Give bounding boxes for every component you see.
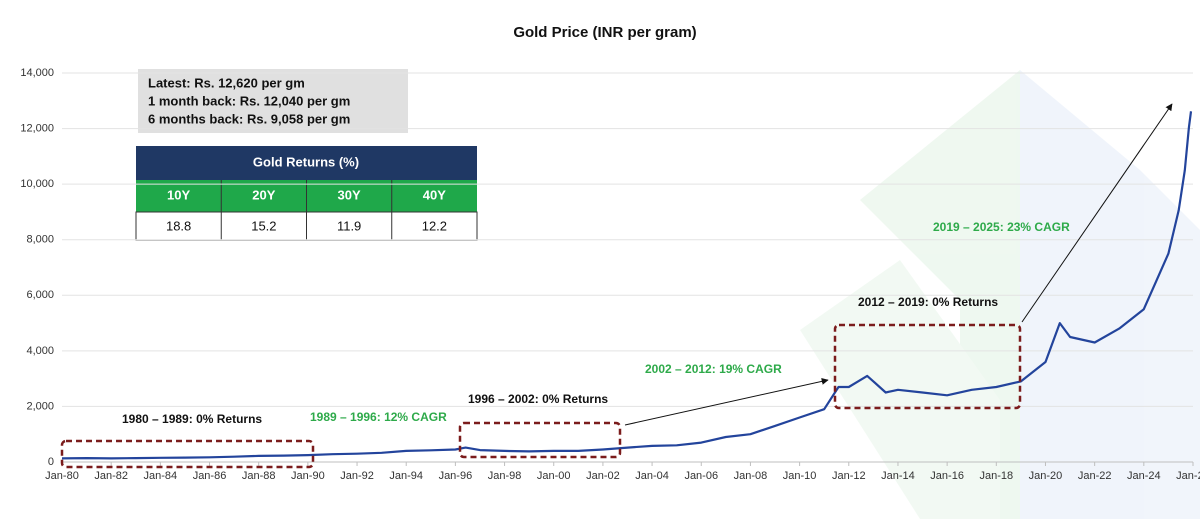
period-box [60, 439, 315, 469]
arrow [624, 377, 829, 426]
y-tick-label: 10,000 [20, 178, 54, 190]
x-tick-label: Jan-94 [389, 470, 423, 482]
info-line: 1 month back: Rs. 12,040 per gm [148, 93, 350, 108]
x-tick-label: Jan-92 [340, 470, 374, 482]
info-line: 6 months back: Rs. 9,058 per gm [148, 111, 350, 126]
x-tick-label: Jan-18 [979, 470, 1013, 482]
table-title: Gold Returns (%) [253, 154, 359, 169]
table-value: 15.2 [251, 218, 276, 233]
x-tick-label: Jan-22 [1078, 470, 1112, 482]
annotation: 1980 – 1989: 0% Returns [122, 412, 262, 426]
table-header: 30Y [338, 187, 361, 202]
annotation: 2012 – 2019: 0% Returns [858, 295, 998, 309]
x-tick-label: Jan-96 [439, 470, 473, 482]
annotation: 1996 – 2002: 0% Returns [468, 392, 608, 406]
x-tick-label: Jan-88 [242, 470, 276, 482]
price-line [61, 111, 1193, 460]
x-tick-label: Jan-00 [537, 470, 571, 482]
x-tick-label: Jan-26 [1176, 470, 1200, 482]
x-tick-label: Jan-98 [488, 470, 522, 482]
table-header: 10Y [167, 187, 190, 202]
x-tick-label: Jan-20 [1029, 470, 1063, 482]
x-tick-label: Jan-14 [881, 470, 915, 482]
x-tick-label: Jan-84 [144, 470, 178, 482]
period-box [458, 421, 622, 459]
table-title-row [136, 146, 477, 180]
x-tick-label: Jan-10 [783, 470, 817, 482]
y-tick-label: 8,000 [26, 234, 54, 246]
table-value: 12.2 [422, 218, 447, 233]
x-tick-label: Jan-86 [193, 470, 227, 482]
info-line: Latest: Rs. 12,620 per gm [148, 75, 305, 90]
x-tick-label: Jan-90 [291, 470, 325, 482]
x-tick-label: Jan-04 [635, 470, 669, 482]
x-tick-label: Jan-06 [684, 470, 718, 482]
x-tick-label: Jan-16 [930, 470, 964, 482]
table-header: 20Y [252, 187, 275, 202]
info-box [138, 69, 408, 133]
y-tick-label: 0 [48, 456, 54, 468]
table-value: 11.9 [337, 218, 361, 233]
y-tick-label: 14,000 [20, 67, 54, 79]
table-header: 40Y [423, 187, 446, 202]
period-box [833, 323, 1022, 410]
annotation: 2019 – 2025: 23% CAGR [933, 220, 1070, 234]
x-tick-label: Jan-24 [1127, 470, 1161, 482]
x-tick-label: Jan-82 [94, 470, 128, 482]
x-tick-label: Jan-02 [586, 470, 620, 482]
annotation: 2002 – 2012: 19% CAGR [645, 362, 782, 376]
chart-title: Gold Price (INR per gram) [513, 24, 696, 41]
arrow [1021, 103, 1173, 323]
y-tick-label: 2,000 [26, 400, 54, 412]
x-tick-label: Jan-12 [832, 470, 866, 482]
table-value: 18.8 [166, 218, 191, 233]
returns-table: Gold Returns (%) 10Y 18.8 20Y 15.2 30Y 11.9 40… [135, 146, 478, 241]
x-tick-label: Jan-08 [734, 470, 768, 482]
annotation: 1989 – 1996: 12% CAGR [310, 410, 447, 424]
y-tick-label: 12,000 [20, 122, 54, 134]
x-tick-label: Jan-80 [45, 470, 79, 482]
y-tick-label: 4,000 [26, 345, 54, 357]
y-tick-label: 6,000 [26, 289, 54, 301]
